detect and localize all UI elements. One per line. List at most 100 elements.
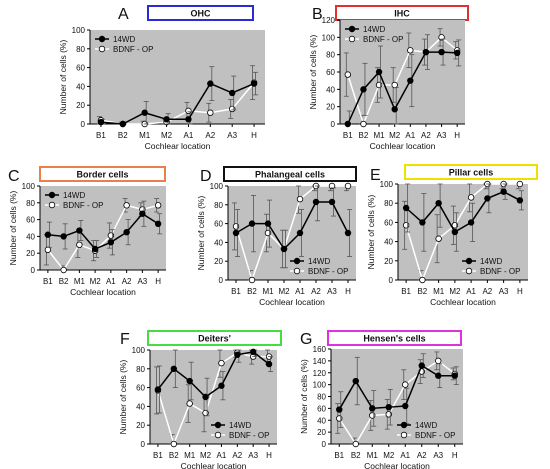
data-point [123, 202, 130, 209]
x-tick-label: A2 [205, 131, 215, 140]
y-tick-label: 40 [326, 85, 335, 94]
data-point [352, 440, 359, 448]
y-tick-label: 20 [317, 428, 326, 437]
y-tick-label: 80 [136, 365, 145, 374]
y-tick-label: 100 [322, 33, 336, 42]
x-tick-label: B2 [359, 131, 369, 140]
x-tick-label: A2 [122, 277, 132, 286]
legend-marker [400, 421, 408, 429]
data-point [154, 202, 162, 209]
data-point [44, 231, 52, 238]
data-point [484, 195, 491, 202]
panel-g: G Hensen's cells 0 20 40 60 80 100 120 140 160 B1 B2… [299, 330, 463, 469]
data-point [402, 222, 410, 229]
panel-letter: D [200, 168, 212, 185]
data-point [328, 198, 336, 206]
x-tick-label: B2 [351, 451, 361, 460]
data-point [248, 220, 256, 227]
chart-title: Deiters' [198, 334, 231, 344]
x-axis-label: Cochlear location [430, 297, 496, 307]
legend-marker [48, 191, 56, 199]
y-tick-label: 40 [317, 416, 326, 425]
legend-label: 14WD [63, 191, 85, 200]
data-point [385, 411, 392, 418]
x-tick-label: H [454, 131, 460, 140]
data-point [60, 233, 67, 240]
x-tick-label: A1 [405, 131, 415, 140]
data-point [360, 86, 367, 93]
series-bdnf-op [402, 180, 524, 284]
y-tick-label: 60 [317, 404, 326, 413]
y-tick-label: 0 [81, 120, 86, 129]
legend-label: 14WD [308, 257, 330, 266]
series-14wd [402, 183, 524, 252]
data-point [76, 227, 83, 234]
data-point [123, 228, 130, 236]
y-tick-label: 0 [389, 276, 394, 285]
x-tick-label: M1 [184, 451, 196, 460]
legend-label: BDNF - OP [113, 45, 153, 54]
data-point [76, 241, 83, 248]
x-tick-label: A3 [499, 287, 509, 296]
legend-label: BDNF - OP [415, 431, 455, 440]
y-tick-label: 120 [313, 369, 327, 378]
title-box [39, 166, 166, 182]
x-tick-label: M1 [139, 131, 151, 140]
data-point [407, 47, 414, 54]
data-point [467, 219, 475, 226]
x-tick-label: A1 [400, 451, 410, 460]
y-axis-label: Number of cells (%) [299, 359, 309, 434]
data-point [207, 80, 214, 87]
legend-marker [348, 35, 356, 43]
data-point [402, 402, 409, 410]
legend-label: 14WD [480, 257, 502, 266]
x-tick-label: A2 [421, 131, 431, 140]
y-tick-label: 20 [76, 101, 85, 110]
x-tick-label: A1 [466, 287, 476, 296]
data-point [336, 406, 343, 413]
y-tick-label: 20 [326, 103, 335, 112]
plot-background [331, 349, 463, 444]
legend-marker [98, 45, 106, 53]
data-point [91, 245, 99, 253]
panel-letter: A [118, 6, 129, 23]
data-point [402, 381, 409, 388]
x-tick-label: A1 [295, 287, 305, 296]
y-tick-label: 20 [26, 249, 35, 258]
data-point [391, 81, 398, 89]
legend-marker [98, 35, 106, 43]
legend-label: 14WD [415, 421, 437, 430]
data-point [419, 219, 426, 226]
panel-b: B IHC 0 20 40 60 80 100 120 B1 B2 M1 M2 A1 A2 A3 H Cochle… [308, 5, 469, 151]
data-point [375, 81, 383, 89]
y-tick-label: 40 [136, 402, 145, 411]
y-tick-label: 40 [214, 238, 223, 247]
y-tick-label: 100 [72, 26, 86, 35]
y-tick-label: 60 [76, 64, 85, 73]
data-point [451, 228, 459, 236]
y-tick-label: 80 [326, 51, 335, 60]
data-point [44, 246, 52, 254]
data-point [453, 49, 461, 57]
data-point [344, 71, 352, 78]
x-tick-label: A3 [137, 277, 147, 286]
x-axis-label: Cochlear location [145, 141, 211, 151]
y-tick-label: 60 [384, 218, 393, 227]
x-tick-label: A1 [106, 277, 116, 286]
y-tick-label: 20 [214, 257, 223, 266]
data-point [369, 405, 376, 412]
series-line [100, 82, 255, 125]
data-point [250, 80, 258, 87]
chart-title: Hensen's cells [363, 334, 425, 344]
y-tick-label: 100 [313, 381, 327, 390]
data-point [328, 182, 336, 190]
panel-letter: C [8, 168, 20, 185]
legend-marker [293, 267, 301, 275]
x-tick-label: B2 [247, 287, 257, 296]
data-point [422, 48, 430, 56]
y-tick-label: 100 [210, 182, 224, 191]
plot-background [90, 30, 265, 124]
data-point [419, 276, 426, 284]
